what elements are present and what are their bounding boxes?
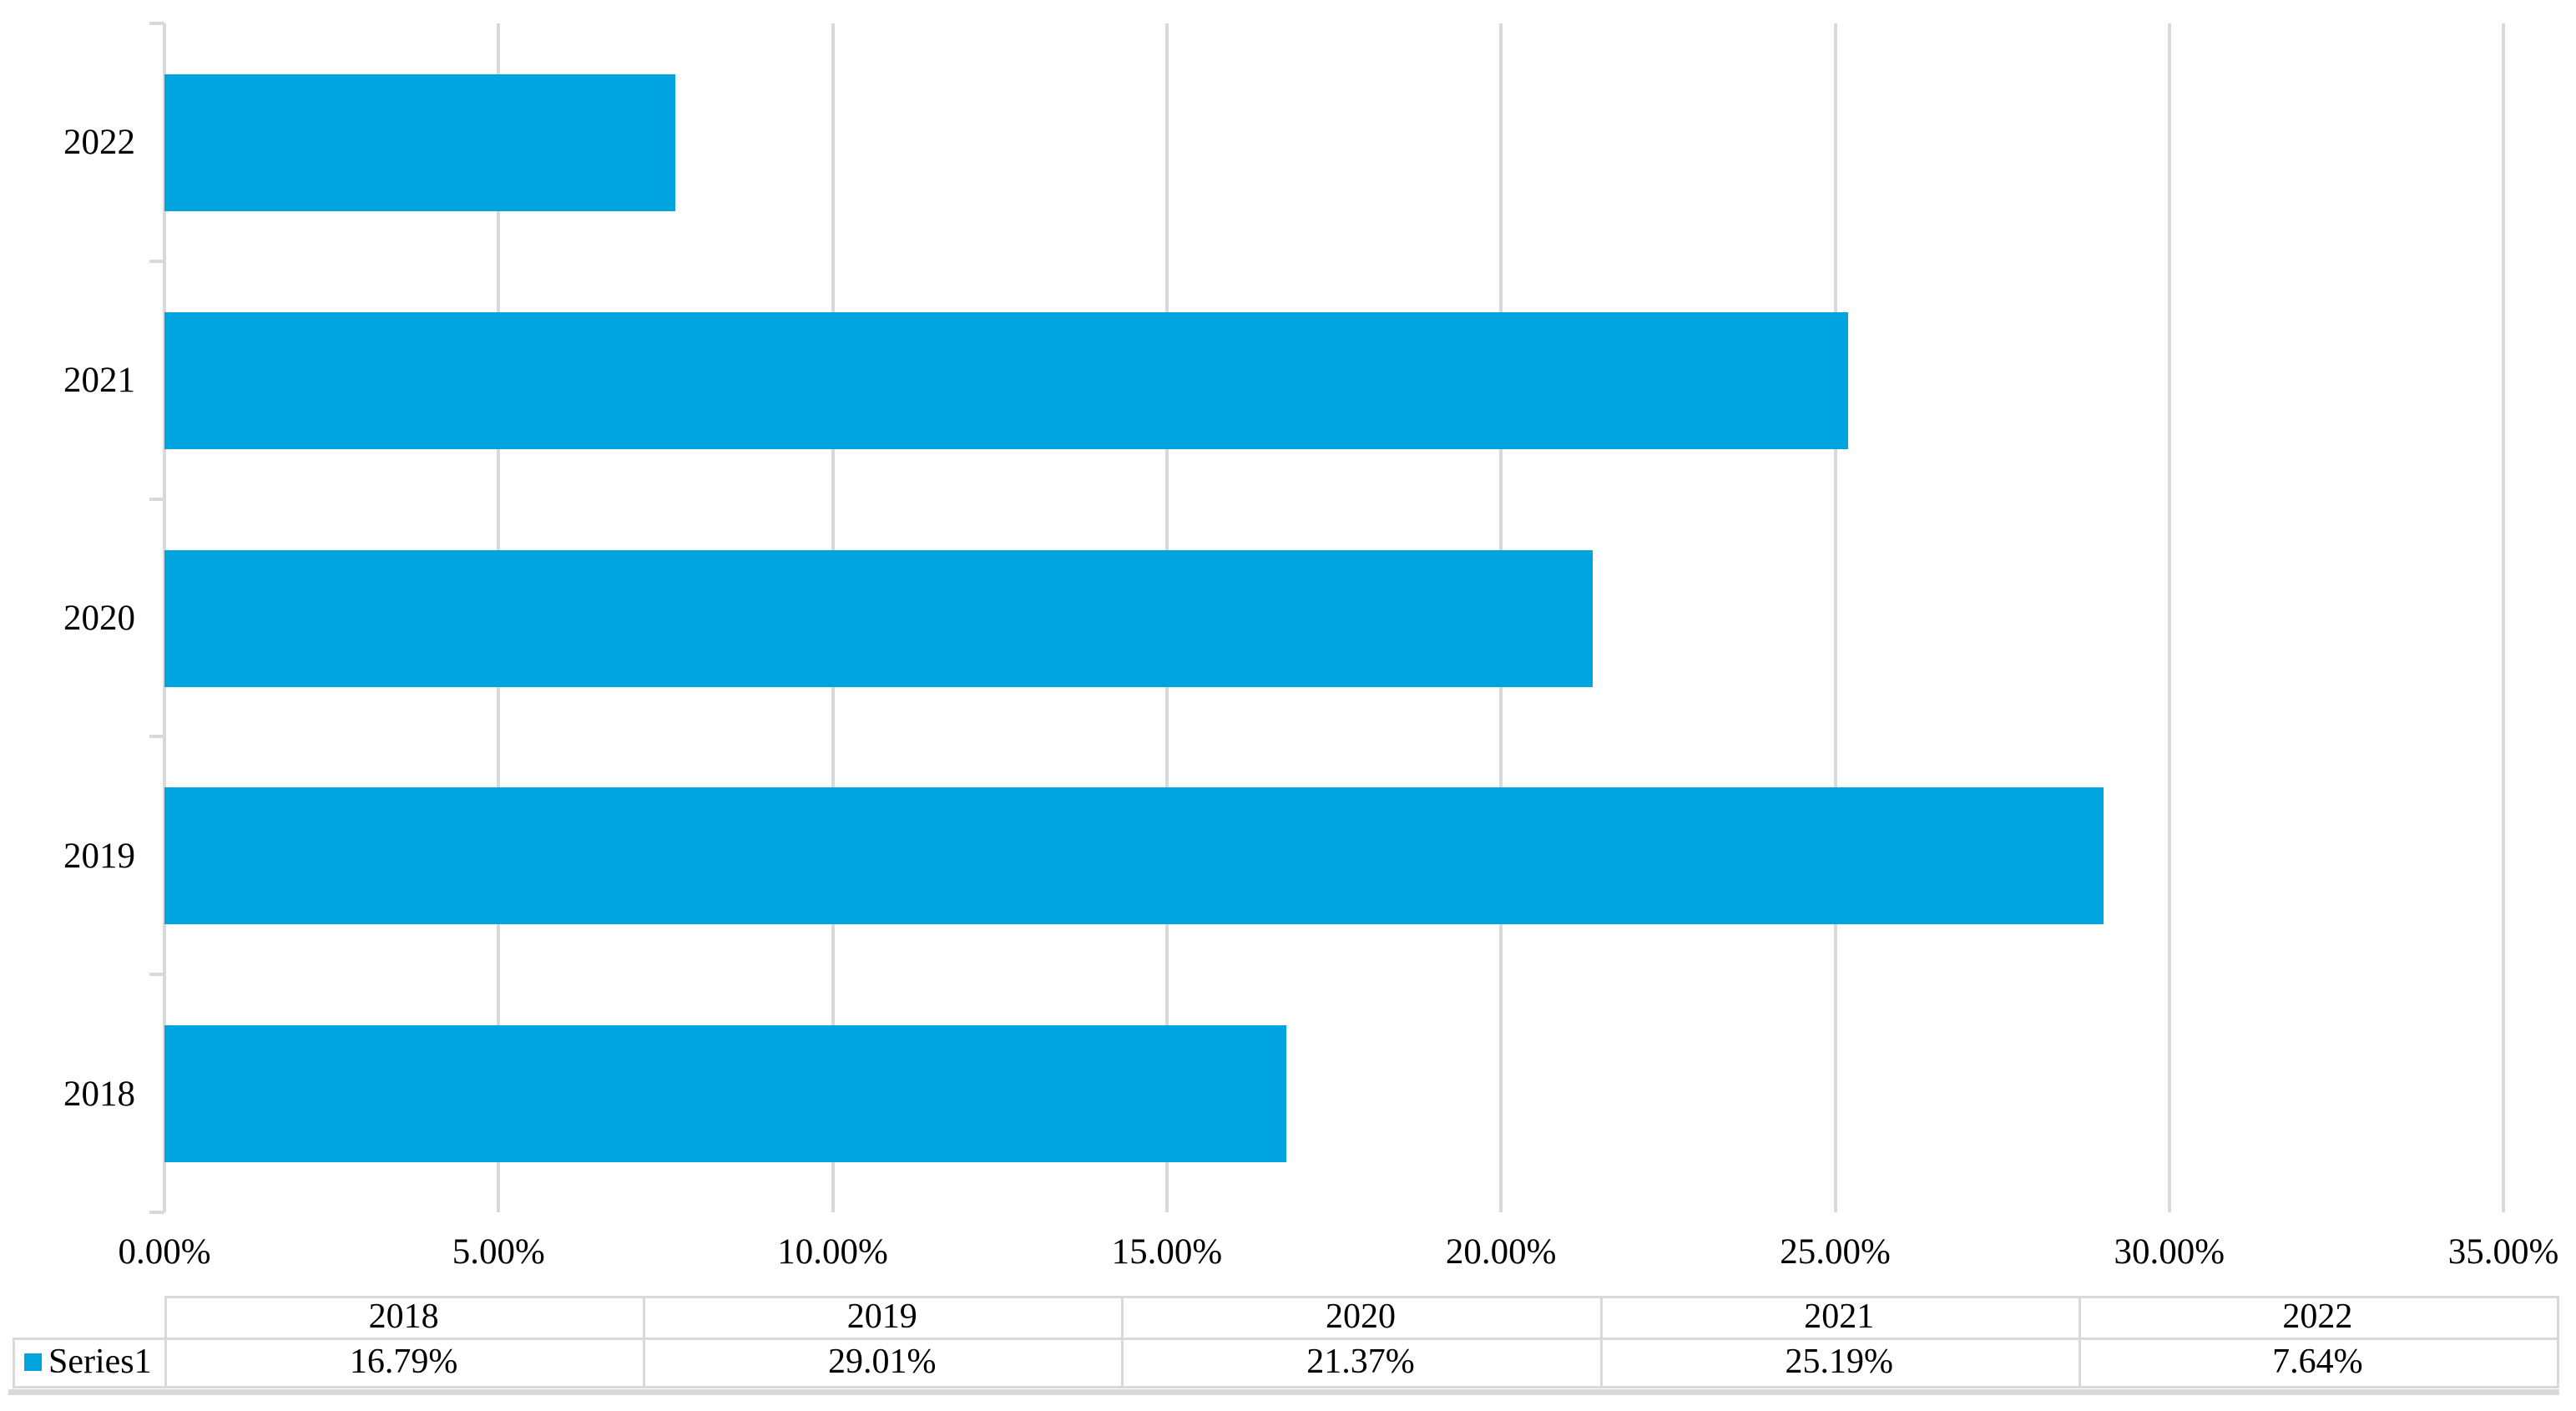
category-axis-tick [149,497,164,501]
x-axis-label-0.00%: 0.00% [118,1232,211,1272]
table-header-2019: 2019 [846,1297,917,1336]
category-axis-tick [149,259,164,263]
x-axis-label-20.00%: 20.00% [1445,1232,1557,1272]
table-value-2022: 7.64% [2272,1343,2363,1381]
series1-legend-label: Series1 [48,1343,152,1381]
table-value-2020: 21.37% [1306,1343,1415,1381]
table-column-border [2557,1296,2559,1386]
gridline-35.00% [2502,23,2506,1212]
bar-2020 [164,549,1593,687]
x-axis-label-15.00%: 15.00% [1111,1232,1223,1272]
bar-2019 [164,787,2104,925]
gridline-30.00% [2167,23,2171,1212]
table-column-border [643,1296,646,1386]
table-left-border [13,1338,15,1386]
x-axis-label-35.00%: 35.00% [2447,1232,2559,1272]
plot-area [149,22,2557,1214]
x-axis-label-30.00%: 30.00% [2114,1232,2225,1272]
table-column-border [2078,1296,2081,1386]
y-axis-label-2020: 2020 [63,599,135,638]
y-axis-label-2019: 2019 [63,836,135,876]
x-axis-label-5.00%: 5.00% [452,1232,545,1272]
table-legend-cell: Series1 [24,1338,164,1386]
series1-legend-swatch-icon [24,1353,42,1371]
table-middle-border [13,1338,2559,1340]
gridline-25.00% [1833,23,1837,1212]
table-header-2020: 2020 [1325,1297,1396,1336]
y-axis-label-2022: 2022 [63,123,135,163]
y-axis-label-2018: 2018 [63,1074,135,1114]
table-value-2018: 16.79% [349,1343,458,1381]
bar-2021 [164,311,1848,449]
bar-2022 [164,74,675,211]
category-axis-tick [149,1211,164,1214]
chart-bottom-edge [8,1389,2559,1395]
y-axis-label-2021: 2021 [63,361,135,401]
category-axis-tick [149,22,164,25]
bar-2018 [164,1025,1287,1163]
x-axis-label-25.00%: 25.00% [1780,1232,1891,1272]
table-header-2018: 2018 [368,1297,439,1336]
table-value-2021: 25.19% [1785,1343,1893,1381]
x-axis-label-10.00%: 10.00% [777,1232,888,1272]
table-header-2022: 2022 [2282,1297,2353,1336]
table-column-border [164,1296,167,1386]
category-axis-tick [149,973,164,977]
table-column-border [1599,1296,1603,1386]
category-axis-tick [149,735,164,739]
table-top-border [164,1296,2559,1298]
table-bottom-border [13,1386,2559,1388]
table-value-2019: 29.01% [828,1343,937,1381]
table-column-border [1121,1296,1124,1386]
table-header-2021: 2021 [1804,1297,1875,1336]
